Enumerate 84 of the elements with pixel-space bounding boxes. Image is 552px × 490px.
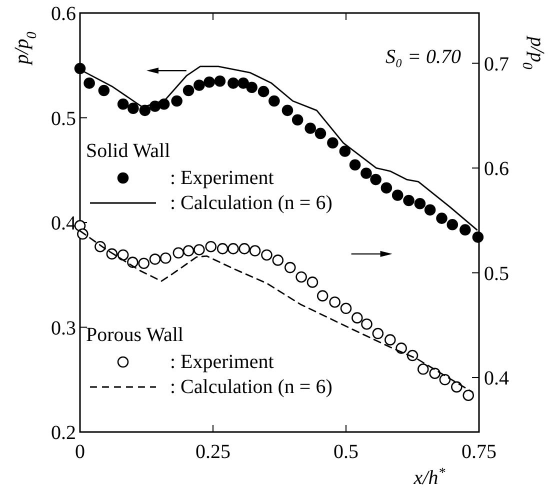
point bbox=[439, 374, 451, 386]
point bbox=[370, 174, 382, 186]
point bbox=[380, 182, 392, 194]
point bbox=[246, 82, 258, 94]
point bbox=[238, 78, 249, 89]
y-tick-label: 0.6 bbox=[51, 3, 76, 25]
x-tick-label: 0.5 bbox=[334, 441, 358, 463]
point bbox=[128, 102, 139, 114]
point bbox=[292, 114, 304, 126]
point bbox=[182, 245, 194, 256]
point bbox=[296, 271, 307, 283]
point bbox=[392, 190, 404, 201]
point bbox=[74, 62, 86, 74]
y-tick-label: 0.5 bbox=[51, 108, 76, 130]
point bbox=[352, 312, 363, 324]
point bbox=[339, 146, 351, 157]
point bbox=[268, 95, 280, 107]
point bbox=[424, 204, 436, 216]
point bbox=[138, 258, 150, 270]
y2-tick-label: 0.7 bbox=[484, 53, 509, 76]
point bbox=[261, 249, 272, 261]
point bbox=[194, 244, 205, 256]
x-tick-label: 0.75 bbox=[462, 441, 496, 463]
y-tick-label: 0.3 bbox=[51, 317, 76, 340]
point bbox=[204, 76, 215, 88]
point bbox=[316, 290, 328, 302]
point bbox=[327, 137, 338, 149]
point bbox=[182, 84, 194, 96]
point bbox=[216, 243, 228, 254]
point bbox=[117, 98, 129, 110]
point bbox=[272, 254, 284, 266]
point bbox=[84, 78, 95, 89]
point bbox=[249, 245, 261, 256]
point bbox=[340, 302, 352, 314]
point bbox=[98, 84, 110, 96]
x-tick-label: 0 bbox=[75, 441, 85, 463]
point bbox=[403, 194, 414, 206]
legend-label: : Experiment bbox=[170, 351, 274, 373]
legend-label: : Calculation (n = 6) bbox=[170, 192, 332, 214]
point bbox=[462, 390, 474, 401]
point bbox=[238, 243, 250, 254]
point bbox=[436, 212, 448, 224]
y-tick-label: 0.4 bbox=[51, 212, 76, 234]
point bbox=[417, 364, 429, 375]
point bbox=[349, 159, 361, 171]
point bbox=[446, 218, 458, 230]
point bbox=[171, 95, 182, 107]
point bbox=[284, 262, 296, 274]
point bbox=[451, 381, 462, 393]
point bbox=[172, 247, 184, 259]
point bbox=[228, 243, 239, 254]
point bbox=[414, 198, 426, 210]
annotation: S₀ = 0.70 bbox=[386, 46, 461, 68]
point bbox=[314, 128, 326, 140]
legend-label: : Experiment bbox=[170, 167, 274, 189]
point bbox=[384, 334, 396, 346]
point bbox=[306, 276, 318, 288]
y2-tick-label: 0.4 bbox=[484, 368, 509, 390]
y2-tick-label: 0.5 bbox=[484, 262, 509, 285]
point bbox=[472, 232, 484, 243]
point bbox=[149, 254, 161, 265]
point bbox=[160, 252, 172, 264]
point bbox=[429, 368, 440, 379]
y2-tick-label: 0.6 bbox=[484, 158, 509, 180]
legend-label: : Calculation (n = 6) bbox=[170, 376, 332, 398]
x-axis-title: x/h$^{*}$ bbox=[412, 466, 446, 489]
point bbox=[117, 249, 129, 261]
point bbox=[304, 122, 316, 134]
annotation: Porous Wall bbox=[86, 324, 184, 346]
point bbox=[194, 80, 205, 91]
point bbox=[258, 86, 270, 98]
point bbox=[360, 168, 372, 179]
point bbox=[205, 240, 217, 252]
point bbox=[158, 98, 170, 110]
point bbox=[329, 296, 340, 308]
point bbox=[214, 75, 226, 87]
annotation: Solid Wall bbox=[86, 140, 171, 162]
point bbox=[361, 318, 372, 330]
point bbox=[282, 104, 294, 116]
point bbox=[228, 78, 239, 89]
point bbox=[372, 328, 384, 340]
y-tick-label: 0.2 bbox=[51, 422, 76, 444]
x-tick-label: 0.25 bbox=[196, 441, 230, 463]
point bbox=[460, 224, 471, 236]
